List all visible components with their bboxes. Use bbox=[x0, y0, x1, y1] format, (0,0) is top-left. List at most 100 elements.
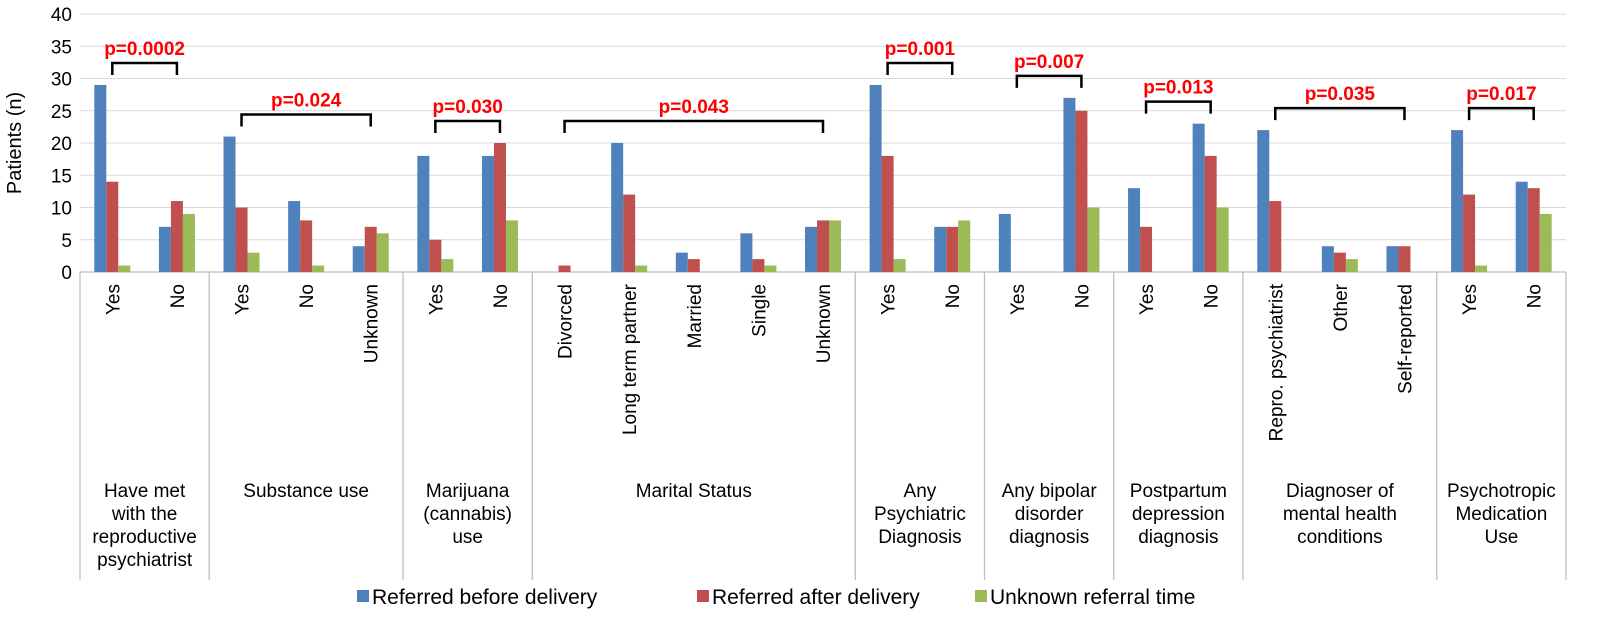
bar-referred-before-delivery bbox=[675, 252, 688, 272]
bar-referred-after-delivery bbox=[170, 201, 183, 272]
bar-referred-after-delivery bbox=[1075, 110, 1088, 272]
p-value-label: p=0.024 bbox=[271, 91, 342, 112]
p-value-label: p=0.0002 bbox=[104, 39, 185, 60]
category-label: No bbox=[297, 284, 318, 308]
axes: 0 5 10 15 20 25 30 35 40 bbox=[51, 5, 1567, 580]
bar-referred-after-delivery bbox=[1140, 226, 1153, 272]
group-label: Marijuana bbox=[426, 481, 510, 502]
group-label: Diagnosis bbox=[878, 527, 961, 548]
significance-bracket bbox=[563, 119, 825, 133]
bar-referred-after-delivery bbox=[106, 181, 119, 272]
bar-referred-after-delivery bbox=[1333, 252, 1346, 272]
group-label: Postpartum bbox=[1130, 481, 1227, 502]
group-label: Medication bbox=[1455, 504, 1547, 525]
group-label: reproductive bbox=[92, 527, 197, 548]
group-label: with the bbox=[111, 504, 177, 525]
category-label: Yes bbox=[233, 284, 254, 315]
category-label: No bbox=[168, 284, 189, 308]
significance-bracket bbox=[111, 61, 179, 75]
p-value-label: p=0.030 bbox=[433, 97, 503, 118]
bar-referred-after-delivery bbox=[235, 207, 248, 272]
group-label: disorder bbox=[1015, 504, 1084, 525]
legend-swatch bbox=[357, 590, 369, 602]
bar-unknown-referral-time bbox=[893, 259, 906, 272]
bar-referred-after-delivery bbox=[817, 220, 829, 272]
group-label: Marital Status bbox=[636, 481, 752, 502]
category-label: Unknown bbox=[362, 284, 383, 363]
bar-referred-after-delivery bbox=[1527, 188, 1540, 272]
bar-unknown-referral-time bbox=[764, 265, 777, 272]
bar-referred-before-delivery bbox=[481, 155, 494, 272]
bar-referred-after-delivery bbox=[429, 239, 442, 272]
bar-referred-after-delivery bbox=[493, 143, 506, 272]
bar-referred-before-delivery bbox=[1257, 130, 1270, 272]
group-label: Psychotropic bbox=[1447, 481, 1556, 502]
bar-referred-before-delivery bbox=[934, 226, 947, 272]
category-label: No bbox=[491, 284, 512, 308]
category-label: No bbox=[1525, 284, 1546, 308]
p-value-label: p=0.013 bbox=[1143, 78, 1213, 99]
bar-referred-after-delivery bbox=[364, 226, 377, 272]
bar-unknown-referral-time bbox=[247, 252, 260, 272]
bar-referred-after-delivery bbox=[752, 259, 765, 272]
bar-unknown-referral-time bbox=[505, 220, 518, 272]
bar-referred-before-delivery bbox=[288, 201, 301, 272]
bar-unknown-referral-time bbox=[1216, 207, 1229, 272]
y-tick-label: 40 bbox=[51, 5, 72, 26]
bar-referred-before-delivery bbox=[611, 143, 624, 272]
category-label: Single bbox=[749, 284, 770, 337]
bar-unknown-referral-time bbox=[1087, 207, 1100, 272]
y-tick-label: 35 bbox=[51, 37, 72, 58]
category-label: Other bbox=[1331, 283, 1352, 331]
y-tick-label: 0 bbox=[61, 263, 72, 284]
category-label: Married bbox=[685, 284, 706, 348]
category-label: No bbox=[1072, 284, 1093, 308]
legend-swatch bbox=[697, 590, 709, 602]
group-label: Substance use bbox=[243, 481, 369, 502]
bar-unknown-referral-time bbox=[312, 265, 325, 272]
bar-referred-before-delivery bbox=[1451, 130, 1464, 272]
category-label: Long term partner bbox=[620, 283, 641, 435]
bar-unknown-referral-time bbox=[829, 220, 841, 272]
bar-referred-before-delivery bbox=[805, 226, 817, 272]
bar-referred-after-delivery bbox=[1398, 246, 1411, 272]
bars bbox=[94, 84, 1552, 273]
bar-referred-before-delivery bbox=[417, 155, 430, 272]
bar-unknown-referral-time bbox=[635, 265, 648, 272]
p-value-label: p=0.035 bbox=[1305, 84, 1376, 105]
grid-lines bbox=[80, 13, 1566, 241]
significance-bracket bbox=[886, 61, 954, 75]
group-label: Any bbox=[904, 481, 937, 502]
bar-referred-after-delivery bbox=[946, 226, 959, 272]
group-label: diagnosis bbox=[1009, 527, 1089, 548]
group-label: diagnosis bbox=[1138, 527, 1218, 548]
y-tick-label: 15 bbox=[51, 166, 72, 187]
bar-referred-before-delivery bbox=[94, 84, 107, 272]
significance-bracket bbox=[240, 113, 372, 127]
group-label: Psychiatric bbox=[874, 504, 966, 525]
legend-label: Referred before delivery bbox=[372, 586, 598, 609]
bar-referred-before-delivery bbox=[223, 136, 236, 272]
bar-referred-before-delivery bbox=[1128, 188, 1141, 272]
bar-referred-before-delivery bbox=[1386, 246, 1399, 272]
bar-unknown-referral-time bbox=[441, 259, 454, 272]
y-tick-label: 20 bbox=[51, 134, 72, 155]
group-label: conditions bbox=[1297, 527, 1383, 548]
significance-brackets: p=0.0002 p=0.024 p=0.030 p=0.043 p=0.001 p=0.… bbox=[104, 39, 1537, 133]
bar-referred-before-delivery bbox=[352, 246, 365, 272]
bar-referred-before-delivery bbox=[1063, 97, 1076, 272]
bar-referred-before-delivery bbox=[1515, 181, 1528, 272]
group-label: Have met bbox=[104, 481, 186, 502]
legend-label: Unknown referral time bbox=[990, 586, 1195, 609]
bar-referred-after-delivery bbox=[1204, 155, 1217, 272]
group-label: depression bbox=[1132, 504, 1225, 525]
category-label: Self-reported bbox=[1395, 284, 1416, 394]
bar-referred-before-delivery bbox=[1192, 123, 1205, 273]
bar-referred-after-delivery bbox=[1463, 194, 1476, 272]
group-label: psychiatrist bbox=[97, 550, 193, 571]
significance-bracket bbox=[1274, 106, 1406, 121]
bar-referred-before-delivery bbox=[998, 213, 1011, 272]
